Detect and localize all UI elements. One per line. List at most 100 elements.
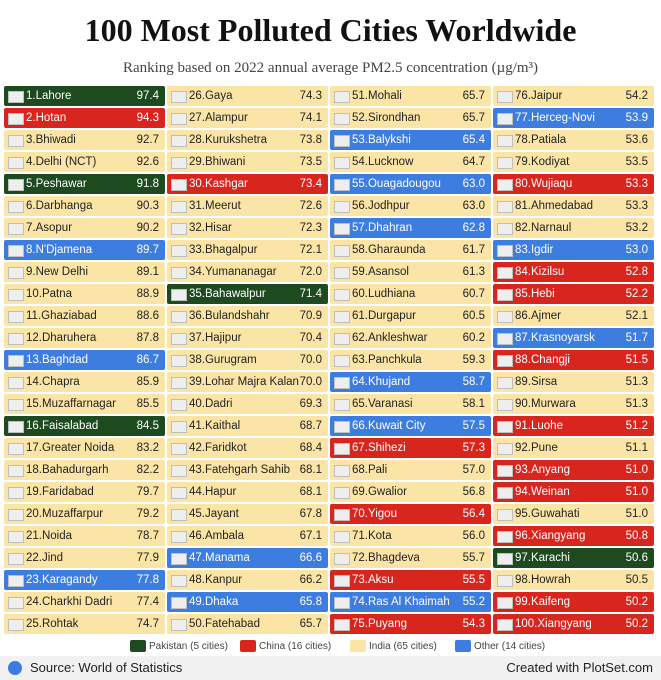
city-row: 7.Asopur 90.2 (4, 218, 165, 238)
city-label: 50.Fatehabad (189, 618, 260, 630)
flag-icon (8, 619, 24, 631)
flag-icon (497, 311, 513, 323)
city-row: 44.Hapur 68.1 (167, 482, 328, 502)
pm25-value: 53.9 (625, 112, 648, 124)
credit[interactable]: Created with PlotSet.com (506, 660, 653, 675)
city-label: 68.Pali (352, 464, 388, 476)
flag-icon (334, 201, 350, 213)
pm25-value: 87.8 (136, 332, 159, 344)
flag-icon (497, 201, 513, 213)
pm25-value: 70.4 (299, 332, 322, 344)
city-label: 99.Kaifeng (515, 596, 570, 608)
pm25-value: 92.6 (136, 156, 159, 168)
flag-icon (497, 157, 513, 169)
city-label: 47.Manama (189, 552, 250, 564)
flag-icon (334, 575, 350, 587)
city-row: 70.Yigou 56.4 (330, 504, 491, 524)
city-label: 18.Bahadurgarh (26, 464, 109, 476)
city-label: 9.New Delhi (26, 266, 88, 278)
city-label: 8.N'Djamena (26, 244, 93, 256)
city-label: 53.Balykshi (352, 134, 411, 146)
city-label: 75.Puyang (352, 618, 407, 630)
city-row: 56.Jodhpur 63.0 (330, 196, 491, 216)
flag-icon (171, 201, 187, 213)
flag-icon (8, 597, 24, 609)
flag-icon (497, 509, 513, 521)
pm25-value: 57.3 (462, 442, 485, 454)
pm25-value: 73.5 (299, 156, 322, 168)
city-label: 16.Faisalabad (26, 420, 99, 432)
city-label: 85.Hebi (515, 288, 555, 300)
legend-label: India (65 cities) (369, 641, 437, 652)
city-row: 92.Pune 51.1 (493, 438, 654, 458)
flag-icon (497, 553, 513, 565)
flag-icon (8, 399, 24, 411)
pm25-value: 72.6 (299, 200, 322, 212)
city-row: 72.Bhagdeva 55.7 (330, 548, 491, 568)
city-label: 37.Hajipur (189, 332, 242, 344)
city-row: 22.Jind 77.9 (4, 548, 165, 568)
city-row: 100.Xiangyang 50.2 (493, 614, 654, 634)
pm25-value: 94.3 (136, 112, 159, 124)
city-label: 42.Faridkot (189, 442, 247, 454)
city-row: 53.Balykshi 65.4 (330, 130, 491, 150)
city-label: 39.Lohar Majra Kalan (189, 376, 299, 388)
city-row: 68.Pali 57.0 (330, 460, 491, 480)
city-row: 27.Alampur 74.1 (167, 108, 328, 128)
pm25-value: 60.7 (462, 288, 485, 300)
city-label: 28.Kurukshetra (189, 134, 267, 146)
pm25-value: 77.4 (136, 596, 159, 608)
flag-icon (497, 421, 513, 433)
flag-icon (8, 465, 24, 477)
pm25-value: 74.7 (136, 618, 159, 630)
flag-icon (171, 91, 187, 103)
flag-icon (8, 113, 24, 125)
flag-icon (334, 289, 350, 301)
city-label: 87.Krasnoyarsk (515, 332, 595, 344)
city-row: 94.Weinan 51.0 (493, 482, 654, 502)
city-row: 83.Igdir 53.0 (493, 240, 654, 260)
pm25-value: 51.2 (625, 420, 648, 432)
city-label: 36.Bulandshahr (189, 310, 270, 322)
city-row: 1.Lahore 97.4 (4, 86, 165, 106)
flag-icon (171, 157, 187, 169)
flag-icon (334, 619, 350, 631)
flag-icon (497, 377, 513, 389)
flag-icon (497, 355, 513, 367)
flag-icon (171, 267, 187, 279)
city-row: 82.Narnaul 53.2 (493, 218, 654, 238)
city-row: 86.Ajmer 52.1 (493, 306, 654, 326)
city-row: 65.Varanasi 58.1 (330, 394, 491, 414)
pm25-value: 90.2 (136, 222, 159, 234)
pm25-value: 86.7 (136, 354, 159, 366)
city-row: 47.Manama 66.6 (167, 548, 328, 568)
flag-icon (171, 443, 187, 455)
city-label: 35.Bahawalpur (189, 288, 266, 300)
pm25-value: 67.8 (299, 508, 322, 520)
city-row: 2.Hotan 94.3 (4, 108, 165, 128)
city-row: 48.Kanpur 66.2 (167, 570, 328, 590)
pm25-value: 63.0 (462, 200, 485, 212)
city-row: 79.Kodiyat 53.5 (493, 152, 654, 172)
pm25-value: 68.1 (299, 464, 322, 476)
city-row: 54.Lucknow 64.7 (330, 152, 491, 172)
city-label: 48.Kanpur (189, 574, 243, 586)
city-label: 93.Anyang (515, 464, 570, 476)
city-row: 42.Faridkot 68.4 (167, 438, 328, 458)
pm25-value: 68.7 (299, 420, 322, 432)
city-label: 33.Bhagalpur (189, 244, 258, 256)
city-label: 44.Hapur (189, 486, 237, 498)
city-label: 23.Karagandy (26, 574, 98, 586)
flag-icon (8, 355, 24, 367)
city-row: 95.Guwahati 51.0 (493, 504, 654, 524)
city-row: 11.Ghaziabad 88.6 (4, 306, 165, 326)
city-row: 49.Dhaka 65.8 (167, 592, 328, 612)
city-label: 20.Muzaffarpur (26, 508, 104, 520)
flag-icon (171, 245, 187, 257)
legend-label: Other (14 cities) (474, 641, 546, 652)
pm25-value: 63.0 (462, 178, 485, 190)
flag-icon (497, 465, 513, 477)
legend-swatch (240, 640, 256, 653)
city-row: 75.Puyang 54.3 (330, 614, 491, 634)
